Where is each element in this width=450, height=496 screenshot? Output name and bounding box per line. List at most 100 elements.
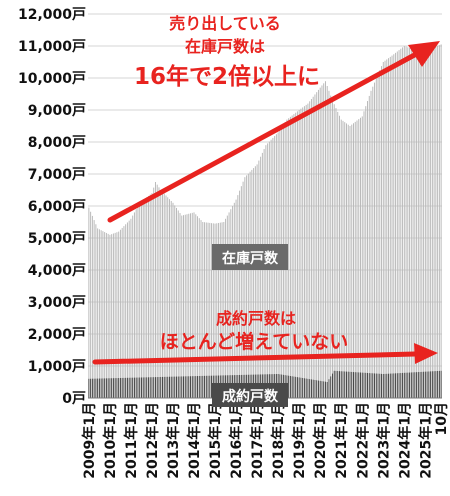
contract-bar bbox=[367, 372, 368, 398]
contract-bar bbox=[135, 377, 137, 398]
inventory-bar bbox=[319, 87, 321, 398]
x-tick-label: 2025年1月 bbox=[417, 402, 434, 479]
inventory-bar bbox=[256, 164, 258, 398]
contract-bar bbox=[105, 378, 107, 398]
contract-bar bbox=[407, 372, 409, 398]
contract-bar bbox=[118, 378, 120, 398]
inventory-bar bbox=[237, 195, 239, 398]
inventory-bar bbox=[169, 199, 170, 398]
inventory-bar bbox=[249, 171, 251, 398]
inventory-bar bbox=[354, 121, 356, 398]
inventory-bar bbox=[314, 94, 316, 399]
contract-bar bbox=[174, 376, 176, 398]
contract-bar bbox=[309, 379, 311, 398]
x-tick-label: 2014年1月 bbox=[186, 402, 203, 479]
inventory-bar bbox=[202, 222, 204, 398]
contract-bar bbox=[382, 374, 384, 398]
inventory-bar bbox=[417, 49, 419, 398]
inventory-bar bbox=[323, 83, 325, 398]
inventory-bar bbox=[438, 45, 440, 399]
inventory-label: 在庫戸数 bbox=[212, 244, 288, 270]
inventory-bar bbox=[151, 193, 153, 398]
inventory-bar bbox=[225, 218, 227, 398]
contract-bar bbox=[95, 378, 97, 398]
inventory-bar bbox=[132, 215, 134, 398]
inventory-bar bbox=[291, 115, 293, 399]
inventory-bar bbox=[346, 123, 347, 398]
contract-bar bbox=[121, 377, 123, 398]
contract-bar bbox=[100, 378, 102, 398]
inventory-bar bbox=[389, 56, 391, 398]
contract-bar bbox=[179, 376, 181, 398]
contract-bar bbox=[428, 371, 430, 398]
inventory-bar bbox=[372, 86, 374, 398]
contract-bar bbox=[342, 371, 344, 398]
inventory-bar bbox=[288, 118, 290, 398]
contract-bar bbox=[351, 371, 353, 398]
contract-bar bbox=[98, 378, 100, 398]
contract-bar bbox=[335, 370, 337, 398]
inventory-bar bbox=[303, 106, 305, 398]
contract-bar bbox=[409, 372, 411, 398]
contract-bar bbox=[177, 376, 179, 398]
inventory-bar bbox=[135, 209, 137, 398]
inventory-bar bbox=[246, 175, 248, 398]
inventory-bar bbox=[190, 213, 191, 398]
inventory-bar bbox=[160, 190, 162, 398]
contract-bar bbox=[402, 372, 404, 398]
inventory-bar bbox=[324, 81, 326, 398]
inventory-bar bbox=[414, 49, 416, 399]
inventory-bar bbox=[337, 111, 339, 399]
contract-bar bbox=[126, 377, 128, 398]
contract-bar bbox=[363, 372, 365, 398]
contract-bar bbox=[128, 377, 130, 398]
contract-bar bbox=[354, 372, 356, 398]
contract-bar bbox=[375, 373, 377, 398]
inventory-bar bbox=[186, 214, 188, 398]
y-tick-label: 4,000戸 bbox=[28, 263, 86, 279]
contract-bar bbox=[403, 372, 405, 398]
contract-bar bbox=[377, 373, 379, 398]
inventory-bar bbox=[158, 187, 160, 398]
contract-bar bbox=[346, 371, 347, 398]
inventory-bar bbox=[377, 74, 379, 398]
annotation-mid-line2: ほとんど増えていない bbox=[160, 330, 348, 353]
inventory-bar bbox=[165, 195, 167, 398]
contract-bar bbox=[398, 373, 400, 398]
inventory-bar bbox=[102, 231, 104, 398]
contract-bar bbox=[417, 372, 419, 398]
contract-bar bbox=[207, 375, 209, 398]
contract-bar bbox=[410, 372, 412, 398]
inventory-bar bbox=[100, 230, 102, 398]
contract-bar bbox=[140, 377, 142, 398]
inventory-bar bbox=[309, 101, 311, 398]
inventory-bar bbox=[177, 210, 179, 398]
inventory-bar bbox=[423, 50, 425, 398]
inventory-bar bbox=[172, 202, 174, 398]
inventory-bar bbox=[395, 52, 397, 399]
inventory-bar bbox=[328, 90, 330, 399]
contract-bar bbox=[372, 373, 374, 398]
inventory-bar bbox=[212, 223, 214, 398]
contract-bar bbox=[125, 377, 127, 398]
contract-bar bbox=[195, 376, 197, 398]
inventory-bar bbox=[88, 207, 90, 398]
contract-bar bbox=[330, 376, 332, 398]
inventory-bar bbox=[97, 228, 99, 398]
contract-bar bbox=[326, 382, 328, 398]
inventory-bar bbox=[379, 70, 381, 398]
contract-bar bbox=[365, 372, 367, 398]
inventory-bar bbox=[114, 232, 116, 398]
inventory-bar bbox=[295, 112, 297, 399]
inventory-bar bbox=[104, 232, 106, 398]
contract-bar bbox=[142, 377, 144, 398]
contract-bar bbox=[353, 372, 354, 398]
x-tick-label: 2018年1月 bbox=[270, 402, 287, 479]
inventory-bar bbox=[349, 126, 351, 398]
inventory-bar bbox=[170, 200, 172, 398]
inventory-bar bbox=[179, 213, 181, 398]
contract-bar bbox=[162, 376, 163, 398]
inventory-bar bbox=[342, 120, 344, 398]
contract-bar bbox=[289, 376, 291, 398]
